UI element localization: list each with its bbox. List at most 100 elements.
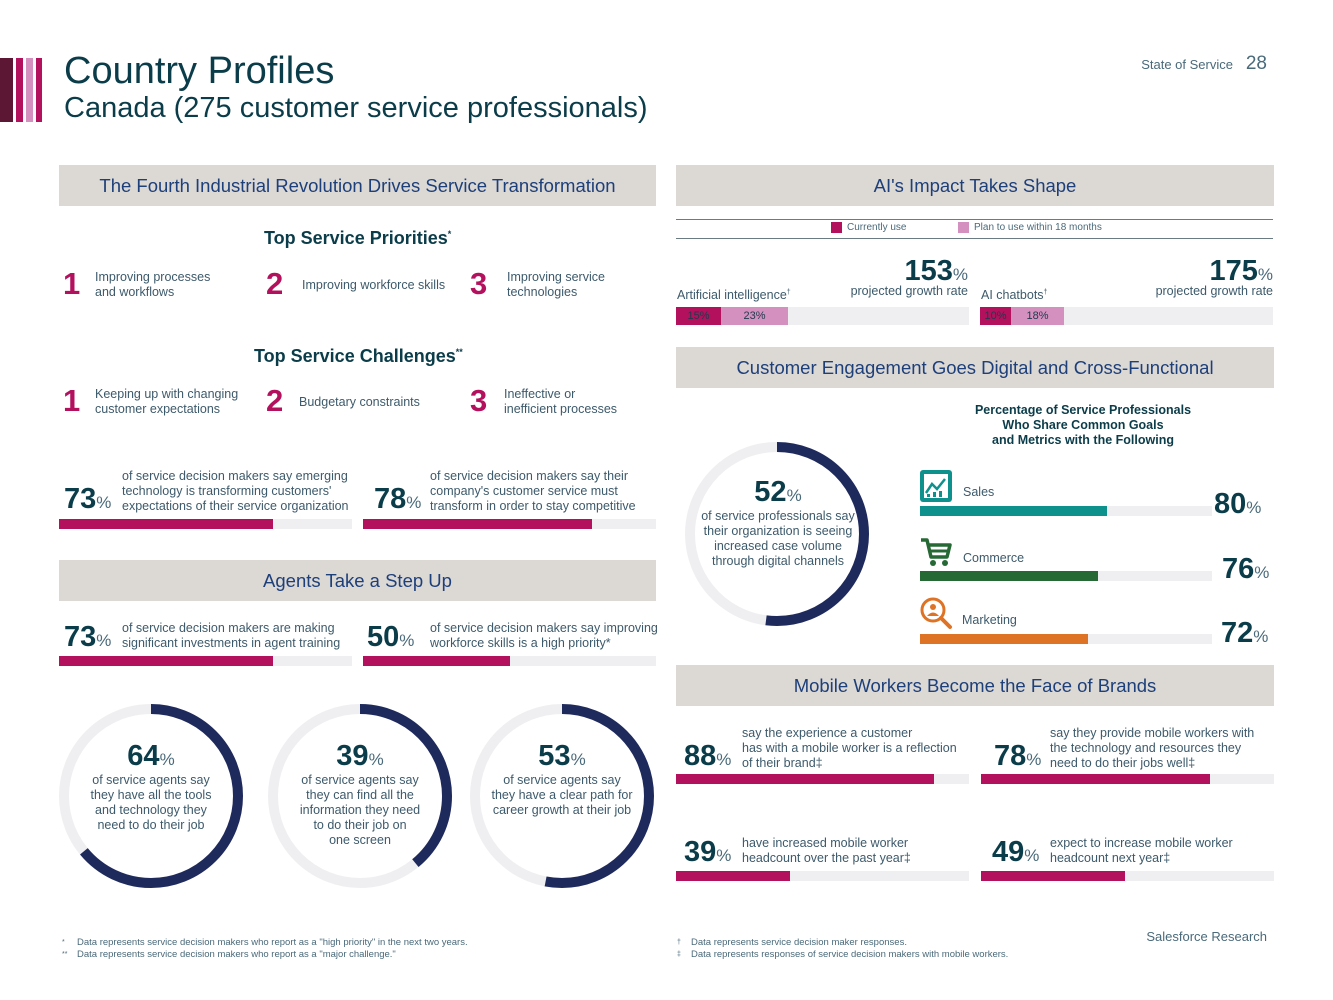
stat-text: expect to increase mobile worker headcou… [1050,836,1233,865]
challenge-rank-1: 1 [63,383,81,418]
engagement-value: 76% [1222,553,1270,585]
challenges-title: Top Service Challenges** [254,346,463,366]
ai-bar: 10% 18% [980,307,1273,325]
legend-swatch [958,222,969,233]
stat-bar [676,871,969,881]
magnifier-people-icon [920,597,952,629]
priorities-title: Top Service Priorities* [264,228,452,248]
engagement-value: 72% [1221,617,1269,649]
footnote: ** Data represents service decision maker… [62,949,396,960]
page-number: 28 [1245,53,1267,74]
priority-label-2: Improving workforce skills [302,278,446,292]
stat-text: of service decision makers say emerging … [122,469,349,513]
ai-item-label: AI chatbots† [981,288,1048,302]
challenge-label-3: Ineffective or inefficient processes [504,387,618,416]
stat-value: 73% [64,621,112,653]
stat-bar [363,519,656,529]
page-title: Country Profiles [64,50,335,92]
stat-text: say they provide mobile workers with the… [1050,726,1255,770]
stat-bar-fill [363,656,510,666]
stat-bar-fill [59,656,273,666]
stat-bar [981,774,1274,784]
stat-text: of service decision makers say improving… [430,621,658,650]
challenge-label-1: Keeping up with changing customer expect… [95,387,239,416]
engagement-bar [920,634,1212,644]
donut-label: 64% of service agents say they have all … [90,740,212,832]
stat-value: 78% [994,740,1042,772]
priority-label-3: Improving service technologies [507,270,605,299]
stat-value: 50% [367,621,415,653]
ai-bar-current: 10% [980,307,1011,325]
brand-label: Salesforce Research [1146,929,1267,944]
engagement-value: 80% [1214,488,1262,520]
legend-swatch [831,222,842,233]
stat-value: 73% [64,483,112,515]
engagement-label: Marketing [962,613,1017,627]
chart-icon [920,470,952,502]
stat-bar-fill [363,519,592,529]
stat-value: 49% [992,836,1040,868]
donut-arc [59,704,243,888]
stat-text: of service decision makers say their com… [430,469,636,513]
report-name: State of Service [1141,57,1233,72]
donut-chart [470,704,654,888]
priority-rank-1: 1 [63,266,81,301]
stat-bar-fill [981,774,1210,784]
priority-rank-2: 2 [266,266,284,301]
stat-bar-fill [59,519,273,529]
donut-arc [470,704,654,888]
section-heading-engagement: Customer Engagement Goes Digital and Cro… [676,347,1274,388]
engagement-bar-fill [920,571,1098,581]
ai-bar-current: 15% [676,307,721,325]
challenge-rank-2: 2 [266,383,284,418]
ai-bar-plan: 18% [1011,307,1064,325]
stat-bar-fill [676,871,791,881]
stat-bar-fill [676,774,934,784]
donut-chart [59,704,243,888]
ai-growth: 153% projected growth rate [850,255,968,298]
stat-text: of service decision makers are making si… [122,621,341,650]
stat-bar [981,871,1274,881]
engagement-bar [920,506,1212,516]
priority-label-1: Improving processes and workflows [95,270,211,299]
priority-rank-3: 3 [470,266,488,301]
engagement-bar-fill [920,506,1107,516]
legend-rule-top [676,219,1273,220]
section-heading-ai: AI's Impact Takes Shape [676,165,1274,206]
section-heading-fourth-revolution: The Fourth Industrial Revolution Drives … [59,165,656,206]
stat-text: have increased mobile worker headcount o… [742,836,911,865]
engagement-chart-title: Percentage of Service Professionals Who … [974,403,1192,447]
challenge-label-2: Budgetary constraints [299,395,420,409]
donut-chart [268,704,452,888]
engagement-label: Commerce [963,551,1025,565]
legend-item-plan: Plan to use within 18 months [958,222,1102,233]
ai-item-label: Artificial intelligence† [677,288,791,302]
engagement-bar-fill [920,634,1089,644]
donut-chart [685,442,869,626]
donut-arc [685,442,869,626]
ai-bar-plan: 23% [721,307,788,325]
ai-bar: 15% 23% [676,307,969,325]
decorative-stripes [0,58,42,122]
stat-bar [676,774,969,784]
cart-icon [921,538,952,566]
page-subtitle: Canada (275 customer service professiona… [64,92,648,124]
stat-value: 39% [684,836,732,868]
engagement-bar [920,571,1212,581]
engagement-label: Sales [963,485,995,499]
donut-arc [268,704,452,888]
stat-bar-fill [981,871,1125,881]
stat-bar [59,656,352,666]
stat-bar [363,656,656,666]
footnote: † Data represents service decision maker … [677,937,907,948]
legend-item-current: Currently use [831,222,906,233]
section-heading-mobile: Mobile Workers Become the Face of Brands [676,665,1274,706]
donut-label: 52% of service professionals say their o… [701,476,855,568]
challenge-rank-3: 3 [470,383,488,418]
stat-bar [59,519,352,529]
stat-text: say the experience a customer has with a… [742,726,957,770]
donut-label: 39% of service agents say they can find … [299,740,421,847]
footnote: * Data represents service decision makers… [62,937,468,948]
donut-label: 53% of service agents say they have a cl… [491,740,633,817]
footnote: ‡ Data represents responses of service de… [677,949,1009,960]
